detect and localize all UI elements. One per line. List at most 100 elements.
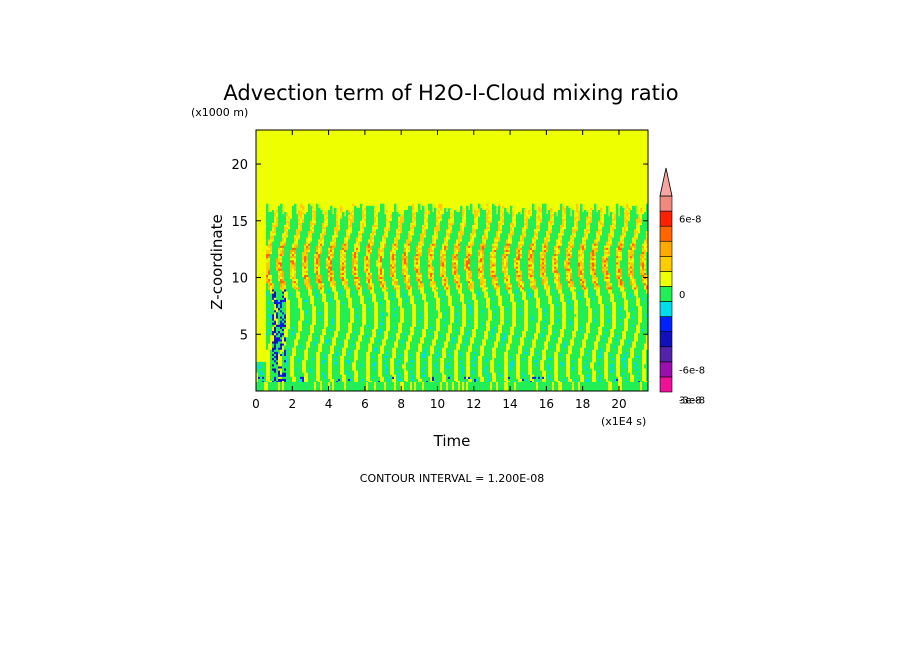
contour-cell (356, 214, 359, 217)
contour-cell (314, 351, 317, 354)
contour-cell (272, 366, 275, 369)
contour-cell (294, 214, 297, 217)
contour-cell (328, 262, 331, 265)
contour-cell (376, 334, 379, 338)
contour-cell (372, 249, 375, 253)
contour-cell (324, 372, 327, 375)
contour-cell (362, 232, 365, 236)
contour-cell (304, 297, 307, 300)
contour-cell (284, 363, 287, 367)
contour-cell (294, 314, 297, 317)
contour-cell (368, 205, 371, 209)
contour-cell (284, 274, 287, 277)
contour-cell (296, 282, 299, 286)
contour-cell (370, 380, 373, 384)
contour-cell (312, 336, 315, 340)
contour-cell (342, 307, 345, 311)
contour-cell (278, 297, 281, 300)
contour-cell (364, 343, 367, 346)
contour-cell (268, 320, 271, 323)
contour-cell (292, 245, 295, 248)
contour-cell (298, 232, 301, 236)
contour-cell (312, 259, 315, 263)
contour-cell (304, 264, 307, 267)
contour-cell (272, 266, 275, 269)
contour-cell (328, 368, 331, 371)
contour-cell (356, 226, 359, 230)
contour-cell (374, 234, 377, 238)
contour-cell (272, 253, 275, 257)
contour-cell (308, 289, 311, 292)
contour-cell (310, 262, 313, 265)
contour-cell (332, 355, 335, 359)
contour-cell (330, 228, 333, 232)
contour-cell (280, 368, 283, 371)
contour-cell (324, 380, 327, 384)
contour-cell (340, 286, 343, 290)
contour-cell (354, 282, 357, 286)
contour-cell (310, 328, 313, 332)
contour-cell (336, 228, 339, 232)
contour-cell (336, 247, 339, 250)
contour-cell (340, 320, 343, 323)
contour-cell (314, 336, 317, 340)
contour-cell (304, 249, 307, 253)
contour-cell (374, 251, 377, 255)
contour-cell (280, 347, 283, 350)
contour-cell (314, 349, 317, 352)
contour-cell (302, 338, 305, 342)
contour-cell (292, 253, 295, 257)
contour-cell (290, 326, 293, 329)
contour-cell (364, 284, 367, 288)
contour-cell (334, 301, 337, 305)
contour-cell (318, 257, 321, 261)
contour-cell (324, 284, 327, 288)
contour-cell (280, 257, 283, 261)
contour-cell (272, 212, 275, 215)
contour-cell (374, 230, 377, 234)
contour-cell (332, 253, 335, 257)
contour-cell (326, 230, 329, 234)
contour-cell (280, 328, 283, 332)
contour-cell (308, 212, 311, 215)
contour-cell (322, 286, 325, 290)
contour-cell (306, 359, 309, 363)
contour-cell (356, 330, 359, 334)
contour-cell (374, 309, 377, 313)
contour-cell (350, 257, 353, 261)
contour-cell (334, 276, 337, 280)
contour-cell (308, 272, 311, 275)
contour-cell (302, 345, 305, 348)
contour-cell (354, 245, 357, 248)
contour-cell (314, 216, 317, 219)
contour-cell (368, 224, 371, 228)
contour-cell (366, 264, 369, 267)
contour-cell (358, 303, 361, 307)
contour-cell (298, 334, 301, 338)
contour-cell (360, 378, 363, 381)
contour-cell (340, 301, 343, 305)
contour-cell (298, 345, 301, 348)
contour-cell (280, 270, 283, 273)
contour-cell (298, 249, 301, 253)
contour-cell (370, 259, 373, 263)
contour-cell (348, 232, 351, 236)
contour-cell (316, 239, 319, 242)
contour-cell (266, 376, 269, 379)
contour-cell (328, 324, 331, 327)
contour-cell (336, 316, 339, 319)
contour-cell (292, 378, 295, 381)
contour-cell (362, 237, 365, 240)
contour-cell (368, 234, 371, 238)
contour-cell (360, 341, 363, 344)
contour-cell (304, 262, 307, 265)
contour-cell (310, 218, 313, 221)
contour-cell (352, 341, 355, 344)
contour-cell (298, 230, 301, 234)
contour-cell (372, 255, 375, 259)
contour-cell (282, 289, 285, 292)
contour-cell (288, 264, 291, 267)
contour-cell (348, 366, 351, 369)
contour-cell (348, 216, 351, 219)
contour-cell (282, 286, 285, 290)
